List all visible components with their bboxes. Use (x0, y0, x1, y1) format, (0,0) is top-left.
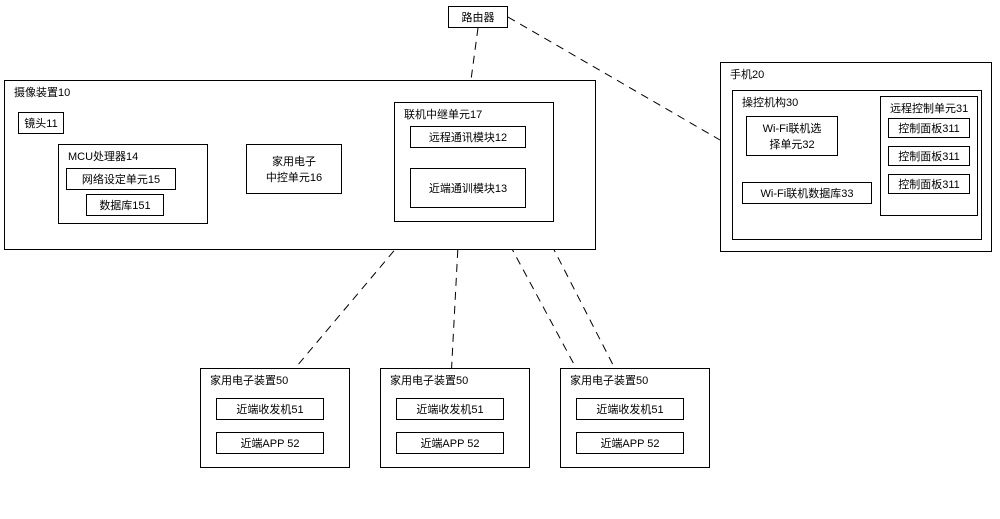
control-panel-node: 控制面板311 (888, 146, 970, 166)
home-device-label: 家用电子装置50 (568, 372, 650, 388)
router-node: 路由器 (448, 6, 508, 28)
home-device-label: 家用电子装置50 (208, 372, 290, 388)
lens-node: 镜头11 (18, 112, 64, 134)
phone-label: 手机20 (728, 66, 766, 82)
near-rx-node: 近端收发机51 (576, 398, 684, 420)
near-app-node: 近端APP 52 (396, 432, 504, 454)
camera-device-label: 摄像装置10 (12, 84, 72, 100)
near-app-node: 近端APP 52 (576, 432, 684, 454)
control-panel-node: 控制面板311 (888, 174, 970, 194)
relay-label: 联机中继单元17 (402, 106, 484, 122)
home-device-label: 家用电子装置50 (388, 372, 470, 388)
home-ctrl-node: 家用电子中控单元16 (246, 144, 342, 194)
remote-ctrl-label: 远程控制单元31 (888, 100, 970, 116)
near-comm-node: 近端通训模块13 (410, 168, 526, 208)
database-node: 数据库151 (86, 194, 164, 216)
wifi-sel-node: Wi-Fi联机选择单元32 (746, 116, 838, 156)
op-label: 操控机构30 (740, 94, 800, 110)
mcu-label: MCU处理器14 (66, 148, 140, 164)
remote-comm-node: 远程通讯模块12 (410, 126, 526, 148)
network-unit-node: 网络设定单元15 (66, 168, 176, 190)
wifi-db-node: Wi-Fi联机数据库33 (742, 182, 872, 204)
near-rx-node: 近端收发机51 (396, 398, 504, 420)
near-app-node: 近端APP 52 (216, 432, 324, 454)
near-rx-node: 近端收发机51 (216, 398, 324, 420)
control-panel-node: 控制面板311 (888, 118, 970, 138)
